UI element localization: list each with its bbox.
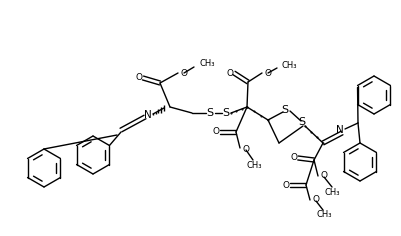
Text: S: S [298, 117, 305, 127]
Text: O: O [226, 68, 233, 77]
Text: CH₃: CH₃ [324, 189, 339, 198]
Text: CH₃: CH₃ [316, 211, 331, 219]
Text: O: O [320, 172, 327, 181]
Text: O: O [135, 73, 142, 83]
Text: O: O [212, 127, 219, 136]
Text: S: S [206, 108, 213, 118]
Text: N: N [335, 125, 343, 135]
Text: S: S [281, 105, 288, 115]
Text: O: O [282, 181, 289, 190]
Text: O: O [264, 68, 271, 77]
Text: O: O [242, 144, 249, 153]
Text: N: N [144, 110, 152, 120]
Text: CH₃: CH₃ [281, 60, 297, 69]
Text: CH₃: CH₃ [246, 161, 261, 170]
Text: O: O [290, 153, 297, 163]
Text: S: S [222, 108, 229, 118]
Text: CH₃: CH₃ [200, 59, 215, 67]
Text: O: O [180, 68, 188, 77]
Text: O: O [312, 195, 319, 205]
